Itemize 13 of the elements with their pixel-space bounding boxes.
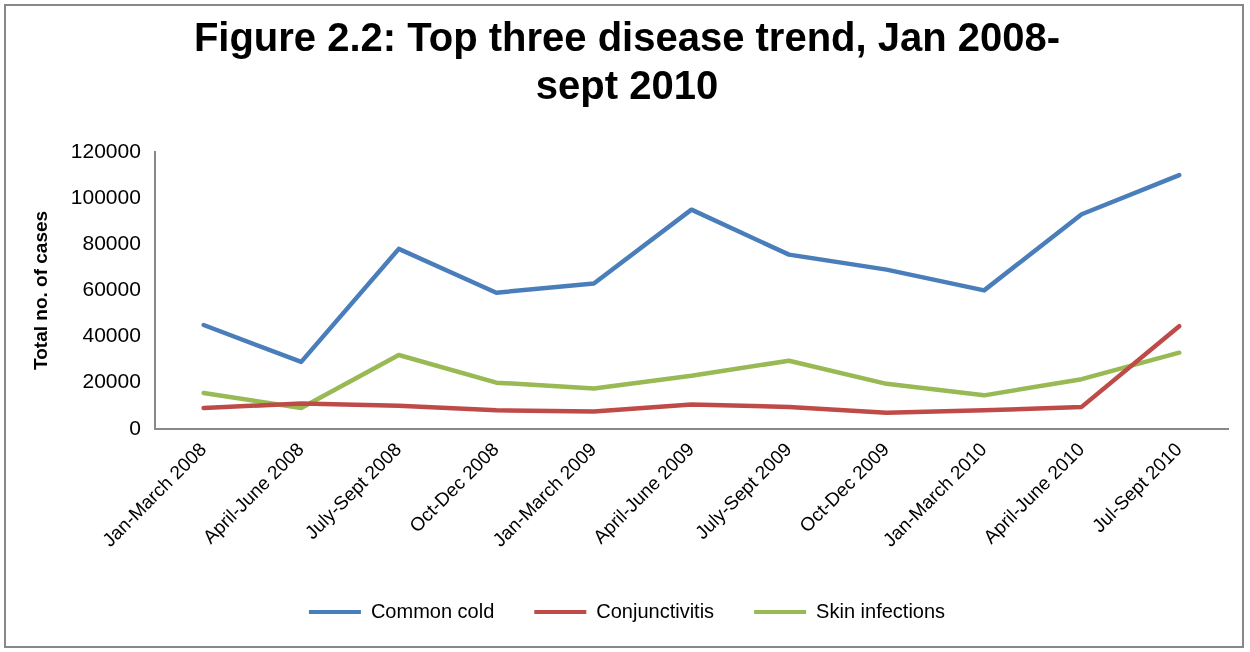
legend-label: Common cold	[370, 599, 495, 622]
y-tick-label: 80000	[82, 231, 141, 255]
y-tick-label: 60000	[82, 277, 141, 301]
y-tick-label: 100000	[70, 184, 141, 208]
y-tick-label: 20000	[82, 369, 141, 393]
text: sept 2010	[535, 63, 719, 108]
y-tick-label: 0	[129, 415, 141, 439]
legend-label: Conjunctivitis	[596, 599, 715, 622]
y-tick-label: 40000	[82, 323, 141, 347]
text: Figure 2.2: Top three disease trend, Jan 2008-	[193, 15, 1061, 60]
legend-label: Skin infections	[816, 599, 946, 622]
y-axis-title: Total no. of cases	[29, 210, 51, 370]
y-tick-label: 120000	[70, 138, 141, 162]
